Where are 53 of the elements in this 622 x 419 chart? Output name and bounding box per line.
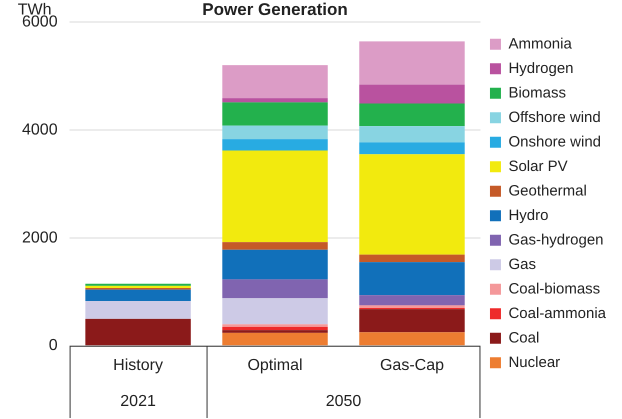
bar <box>222 102 328 126</box>
text: 2050 <box>326 393 362 410</box>
y-tick-label: 2000 <box>22 229 58 246</box>
bar <box>359 309 465 332</box>
bar <box>85 318 191 346</box>
bar <box>222 324 328 327</box>
bar <box>359 332 465 346</box>
legend-label: Ammonia <box>508 35 572 52</box>
bar <box>222 242 328 250</box>
legend-label: Coal-biomass <box>508 280 600 298</box>
bar <box>359 305 465 308</box>
bar <box>359 142 465 154</box>
bar <box>359 41 465 85</box>
bar <box>222 126 328 140</box>
bar <box>85 301 191 319</box>
legend-label: Gas <box>508 256 536 273</box>
bar <box>222 298 328 324</box>
bar <box>85 290 191 302</box>
legend-label: Hydrogen <box>508 60 574 77</box>
bar <box>359 103 465 126</box>
legend-label: Coal-ammonia <box>508 304 607 322</box>
legend-label: Gas-hydrogen <box>508 231 604 248</box>
bar <box>222 150 328 242</box>
x-tick-label: Gas-Cap <box>380 356 444 374</box>
legend-label: Solar PV <box>508 158 568 175</box>
bar <box>359 295 465 306</box>
bar <box>359 126 465 142</box>
legend-label: Geothermal <box>508 182 587 200</box>
bar <box>222 250 328 280</box>
x-tick-label: History <box>113 356 163 374</box>
bar <box>222 279 328 298</box>
bar <box>85 286 191 288</box>
text: 2021 <box>120 393 156 410</box>
bar <box>359 84 465 104</box>
y-tick-label: 0 <box>48 337 58 354</box>
chart-title: Power Generation <box>202 0 348 20</box>
bar <box>222 330 328 333</box>
bar <box>359 262 465 296</box>
legend-label: Biomass <box>508 84 566 102</box>
legend-label: Offshore wind <box>508 108 601 126</box>
bar <box>222 332 328 346</box>
legend-label: Hydro <box>508 206 548 224</box>
x-tick-label: Optimal <box>247 356 303 374</box>
y-tick-label: 4000 <box>22 121 58 138</box>
bar <box>222 98 328 102</box>
bar <box>222 326 328 330</box>
legend-label: Nuclear <box>508 354 560 371</box>
bar <box>222 139 328 150</box>
bar <box>222 65 328 98</box>
legend-label: Coal <box>508 329 540 346</box>
bar <box>359 154 465 255</box>
bar <box>359 254 465 262</box>
legend-label: Onshore wind <box>508 133 602 150</box>
